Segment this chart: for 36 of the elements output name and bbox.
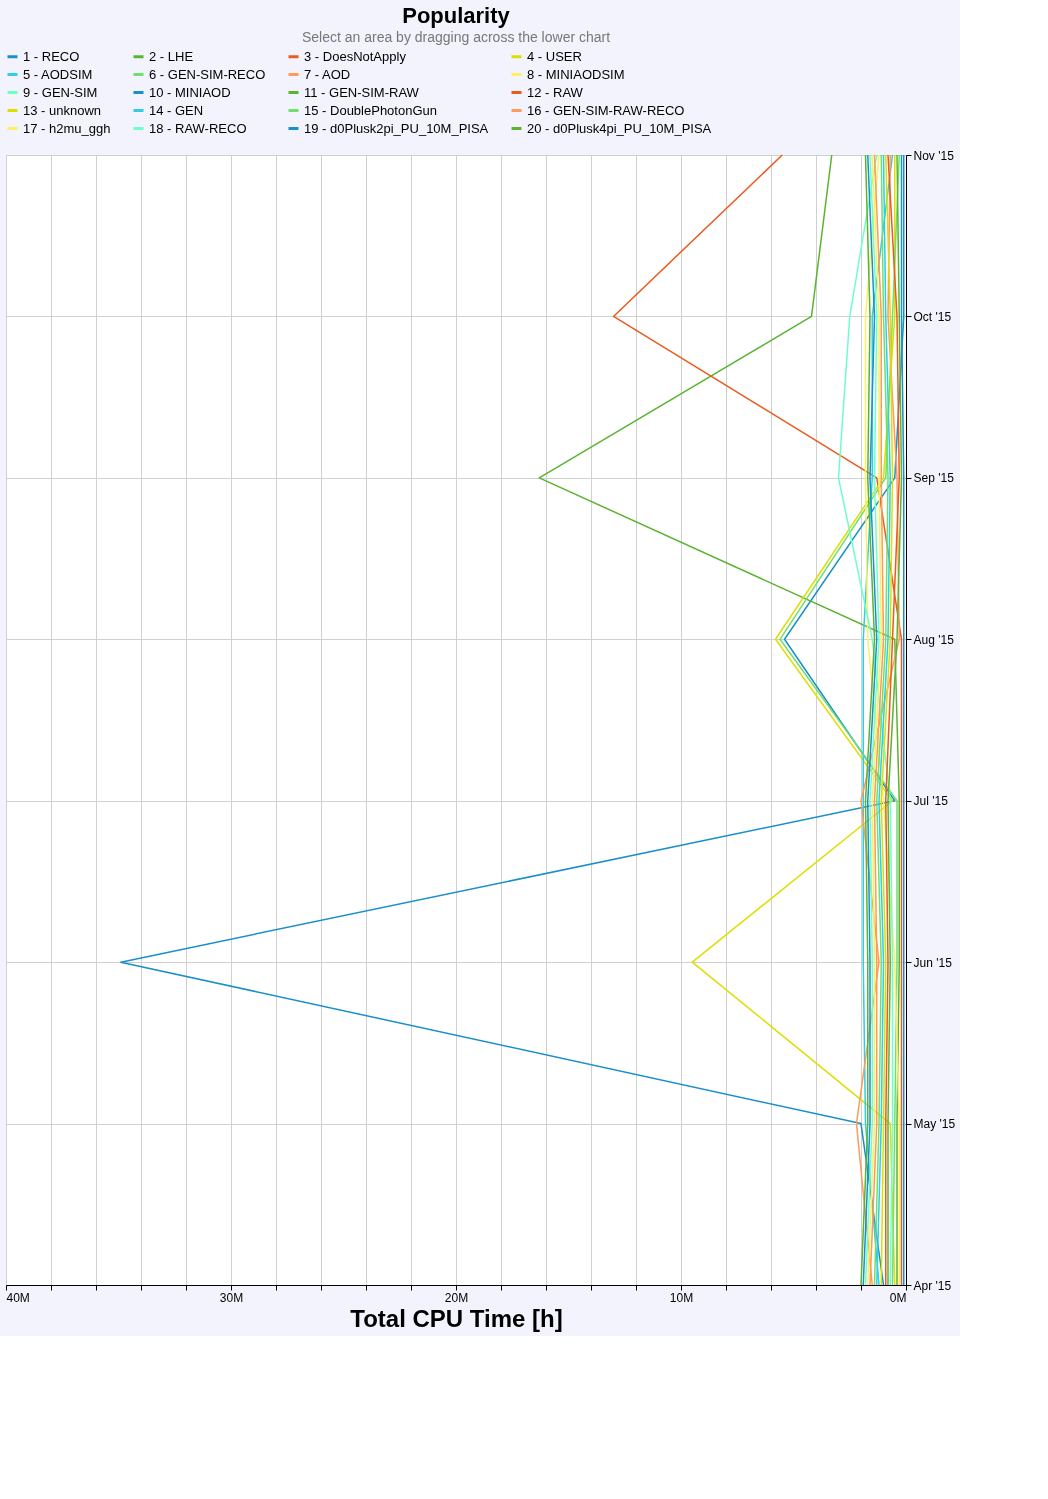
legend-label: 2 - LHE (149, 48, 194, 64)
legend-label: 1 - RECO (23, 48, 80, 64)
legend-label: 3 - DoesNotApply (304, 48, 407, 64)
legend-label: 9 - GEN-SIM (23, 84, 98, 100)
legend-label: 12 - RAW (527, 84, 584, 100)
y-tick-label: Apr '15 (913, 1278, 952, 1293)
legend-label: 16 - GEN-SIM-RAW-RECO (527, 102, 685, 118)
legend-label: 5 - AODSIM (23, 66, 93, 82)
x-tick-label: 40M (6, 1290, 30, 1305)
y-tick-label: Sep '15 (913, 471, 955, 486)
y-tick-label: Jul '15 (913, 794, 949, 809)
legend-label: 4 - USER (527, 48, 582, 64)
legend-label: 8 - MINIAODSIM (527, 66, 625, 82)
legend-label: 6 - GEN-SIM-RECO (149, 66, 266, 82)
x-tick-label: 30M (219, 1290, 244, 1305)
legend-label: 13 - unknown (23, 102, 102, 118)
legend-label: 10 - MINIAOD (149, 84, 231, 100)
legend-label: 11 - GEN-SIM-RAW (304, 84, 420, 100)
legend-label: 19 - d0Plusk2pi_PU_10M_PISA (304, 120, 489, 136)
y-tick-label: Jun '15 (913, 955, 953, 970)
y-tick-label: Aug '15 (913, 632, 955, 647)
legend-label: 7 - AOD (304, 66, 351, 82)
chart-title: Popularity (402, 3, 511, 28)
x-axis-title: Total CPU Time [h] (350, 1304, 563, 1332)
legend-label: 18 - RAW-RECO (149, 120, 247, 136)
x-tick-label: 0M (889, 1290, 907, 1305)
legend-label: 15 - DoublePhotonGun (304, 102, 437, 118)
legend-label: 20 - d0Plusk4pi_PU_10M_PISA (527, 120, 712, 136)
x-tick-label: 10M (669, 1290, 694, 1305)
x-tick-label: 20M (444, 1290, 469, 1305)
y-tick-label: May '15 (913, 1117, 956, 1132)
y-tick-label: Nov '15 (913, 148, 955, 163)
chart-subtitle: Select an area by dragging across the lower chart (301, 29, 611, 45)
legend-label: 17 - h2mu_ggh (23, 120, 111, 136)
y-tick-label: Oct '15 (913, 309, 952, 324)
legend-label: 14 - GEN (149, 102, 204, 118)
